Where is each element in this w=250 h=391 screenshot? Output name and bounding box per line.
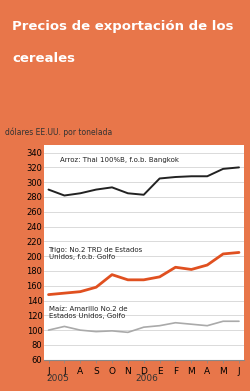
Text: dólares EE.UU. por tonelada: dólares EE.UU. por tonelada bbox=[5, 128, 112, 137]
Text: Maíz: Amarillo No.2 de
Estados Unidos, Golfo: Maíz: Amarillo No.2 de Estados Unidos, G… bbox=[48, 306, 127, 319]
Text: Trigo: No.2 TRD de Estados
Unidos, f.o.b. Golfo: Trigo: No.2 TRD de Estados Unidos, f.o.b… bbox=[48, 247, 143, 260]
Text: Precios de exportación de los: Precios de exportación de los bbox=[12, 20, 234, 33]
Text: 2005: 2005 bbox=[46, 374, 69, 383]
Text: cereales: cereales bbox=[12, 52, 76, 65]
Text: 2006: 2006 bbox=[136, 374, 159, 383]
Text: Arroz: Thai 100%B, f.o.b. Bangkok: Arroz: Thai 100%B, f.o.b. Bangkok bbox=[60, 157, 178, 163]
